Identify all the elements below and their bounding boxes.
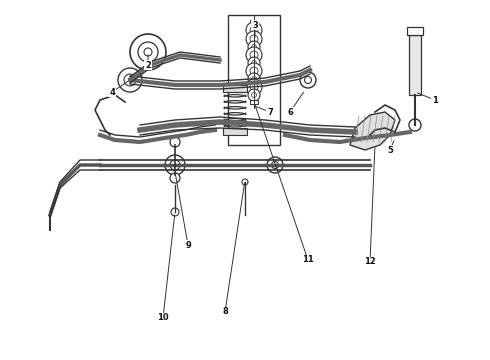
Text: 12: 12 xyxy=(364,257,376,266)
Text: 6: 6 xyxy=(287,108,293,117)
Circle shape xyxy=(130,34,166,70)
Circle shape xyxy=(248,89,260,101)
Circle shape xyxy=(248,73,260,85)
Text: 1: 1 xyxy=(432,95,438,104)
Circle shape xyxy=(248,57,260,69)
Circle shape xyxy=(144,48,152,56)
Circle shape xyxy=(171,208,179,216)
Text: 4: 4 xyxy=(109,87,115,96)
Text: 11: 11 xyxy=(302,256,314,265)
Circle shape xyxy=(409,119,421,131)
Circle shape xyxy=(250,35,258,43)
Circle shape xyxy=(300,72,316,88)
Circle shape xyxy=(118,68,142,92)
Circle shape xyxy=(250,67,258,75)
Polygon shape xyxy=(350,112,395,150)
Text: 10: 10 xyxy=(157,314,169,323)
Bar xyxy=(223,128,247,135)
Bar xyxy=(409,35,421,95)
Circle shape xyxy=(250,51,258,59)
Text: 8: 8 xyxy=(222,307,228,316)
Circle shape xyxy=(246,79,262,95)
Circle shape xyxy=(246,31,262,47)
Circle shape xyxy=(170,173,180,183)
Bar xyxy=(407,27,423,35)
Bar xyxy=(228,15,280,145)
Circle shape xyxy=(246,47,262,63)
Circle shape xyxy=(267,157,283,173)
Text: 9: 9 xyxy=(185,240,191,249)
Circle shape xyxy=(170,137,180,147)
Circle shape xyxy=(251,77,256,81)
Text: 5: 5 xyxy=(387,145,393,154)
Circle shape xyxy=(251,93,256,98)
Circle shape xyxy=(304,77,312,84)
Circle shape xyxy=(250,26,258,34)
Circle shape xyxy=(124,74,136,86)
Circle shape xyxy=(251,45,256,50)
Bar xyxy=(250,100,258,104)
Circle shape xyxy=(246,63,262,79)
Circle shape xyxy=(248,41,260,53)
Text: 7: 7 xyxy=(267,108,273,117)
Text: 3: 3 xyxy=(252,21,258,30)
Circle shape xyxy=(170,160,180,170)
Circle shape xyxy=(165,155,185,175)
Circle shape xyxy=(251,60,256,66)
Circle shape xyxy=(250,83,258,91)
Bar xyxy=(250,20,258,24)
Text: 2: 2 xyxy=(145,60,151,69)
Circle shape xyxy=(271,162,278,168)
Circle shape xyxy=(246,22,262,38)
Circle shape xyxy=(242,179,248,185)
Circle shape xyxy=(138,42,158,62)
Bar xyxy=(223,85,247,92)
